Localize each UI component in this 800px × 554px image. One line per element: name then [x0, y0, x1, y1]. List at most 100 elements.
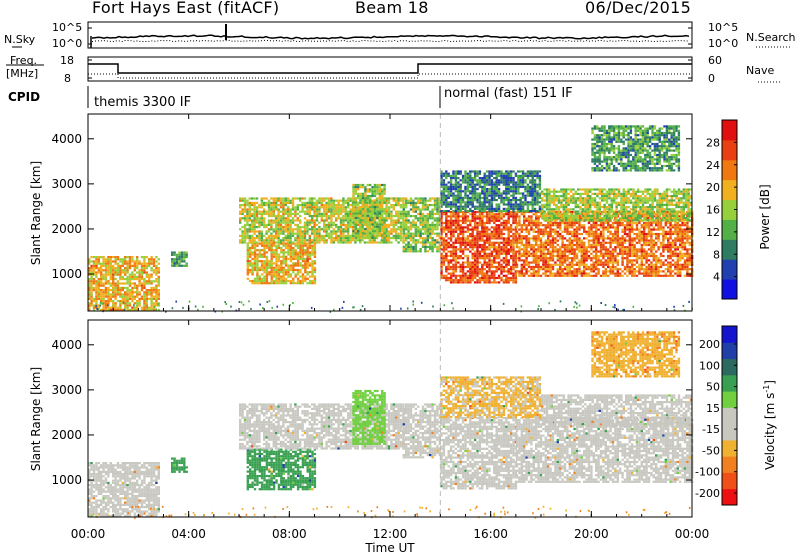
data-cell — [332, 210, 335, 213]
data-cell — [611, 254, 615, 258]
data-cell — [426, 250, 429, 253]
data-cell — [409, 201, 413, 204]
data-cell — [583, 226, 586, 229]
data-cell — [299, 239, 302, 242]
data-cell — [493, 215, 496, 218]
data-cell — [488, 219, 491, 222]
data-cell — [318, 232, 321, 235]
data-cell — [402, 219, 405, 222]
data-cell — [609, 254, 612, 258]
data-cell — [595, 232, 598, 236]
data-cell — [530, 272, 533, 275]
data-cell — [397, 237, 400, 240]
data-cell — [466, 265, 470, 269]
data-cell — [566, 248, 569, 251]
data-cell — [133, 264, 136, 267]
data-cell — [509, 228, 513, 231]
data-cell — [525, 270, 528, 273]
data-cell — [556, 270, 559, 273]
data-cell — [126, 291, 129, 294]
data-cell — [431, 230, 434, 233]
data-cell — [556, 232, 559, 236]
data-cell — [183, 251, 186, 254]
data-cell — [409, 197, 413, 200]
data-cell — [561, 239, 564, 242]
data-cell — [414, 217, 417, 220]
data-cell — [419, 212, 422, 215]
data-cell — [282, 251, 285, 254]
data-cell — [352, 188, 355, 191]
data-cell — [483, 215, 486, 218]
data-cell — [433, 239, 437, 242]
data-cell — [178, 262, 181, 265]
data-cell — [335, 226, 338, 229]
data-cell — [263, 226, 266, 229]
data-cell — [650, 250, 653, 253]
data-cell — [447, 219, 450, 222]
data-cell — [347, 219, 350, 222]
data-cell — [308, 208, 311, 211]
data-cell — [260, 273, 264, 276]
data-cell — [616, 221, 619, 225]
data-cell — [109, 295, 112, 298]
data-cell — [436, 212, 439, 215]
data-cell — [399, 217, 403, 220]
data-cell — [354, 206, 357, 209]
data-cell — [495, 270, 498, 273]
data-cell — [387, 223, 391, 226]
data-cell — [306, 204, 309, 207]
data-cell — [143, 267, 146, 270]
data-cell — [481, 274, 484, 277]
data-cell — [424, 206, 427, 209]
data-cell — [294, 210, 297, 213]
data-cell — [414, 250, 417, 253]
data-cell — [652, 254, 655, 258]
data-cell — [426, 199, 429, 202]
data-cell — [626, 259, 629, 262]
data-cell — [308, 282, 312, 285]
data-cell — [449, 230, 453, 233]
data-cell — [323, 212, 326, 215]
data-cell — [595, 259, 598, 262]
data-cell — [459, 270, 462, 273]
data-cell — [431, 217, 434, 220]
data-cell — [412, 223, 415, 226]
data-cell — [502, 239, 506, 242]
data-cell — [299, 204, 302, 207]
data-cell — [313, 262, 317, 265]
data-cell — [301, 246, 305, 250]
data-cell — [385, 204, 388, 207]
data-cell — [559, 224, 562, 227]
data-cell — [90, 300, 93, 303]
data-cell — [392, 197, 395, 200]
data-cell — [369, 194, 372, 198]
data-cell — [559, 274, 562, 277]
data-cell — [471, 263, 474, 266]
data-cell — [364, 188, 367, 191]
data-cell — [566, 226, 569, 229]
data-cell — [449, 272, 453, 275]
data-cell — [621, 228, 624, 231]
data-cell — [426, 232, 429, 235]
data-cell — [551, 263, 555, 266]
data-cell — [585, 252, 588, 255]
data-cell — [332, 199, 335, 202]
data-cell — [493, 261, 496, 264]
data-cell — [364, 216, 367, 220]
data-cell — [483, 232, 486, 236]
data-cell — [436, 217, 439, 220]
data-cell — [440, 232, 443, 236]
data-cell — [140, 282, 144, 285]
data-cell — [180, 258, 184, 261]
data-cell — [645, 259, 648, 262]
data-cell — [447, 268, 450, 271]
data-cell — [349, 215, 352, 218]
data-cell — [535, 265, 538, 269]
data-cell — [330, 212, 333, 215]
noise-tick-low-left: 10^0 — [52, 37, 82, 50]
data-cell — [507, 230, 510, 233]
data-cell — [339, 226, 343, 229]
data-cell — [375, 201, 379, 204]
data-cell — [335, 237, 338, 240]
data-cell — [275, 249, 278, 252]
